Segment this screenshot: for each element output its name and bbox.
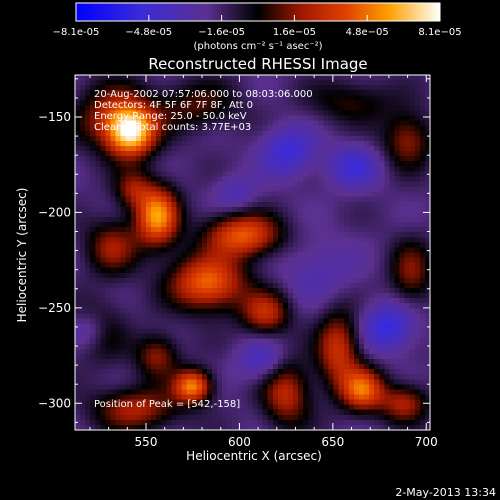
colorbar-tick-label-2: −1.6e-05 (198, 27, 245, 38)
chart-title: Reconstructed RHESSI Image (148, 55, 367, 73)
colorbar-tick-labels: −8.1e-05 −4.8e-05 −1.6e-05 1.6e−05 4.8e−05 8.… (53, 27, 462, 38)
colorbar-frame (75, 2, 441, 22)
x-tick-label-550: 550 (135, 435, 158, 449)
x-tick-label-700: 700 (415, 435, 438, 449)
annotation-detectors: Detectors: 4F 5F 6F 7F 8F, Att 0 (94, 100, 253, 111)
x-tick-label-650: 650 (321, 435, 344, 449)
image-area: 550 600 650 700 −150 −200 −250 −300 (38, 74, 438, 449)
peak-position-label: Position of Peak = [542,-158] (94, 399, 240, 410)
x-axis-label: Heliocentric X (arcsec) (186, 449, 322, 463)
y-axis-ticks (75, 78, 430, 423)
colorbar: −8.1e-05 −4.8e-05 −1.6e-05 1.6e−05 4.8e−05 8.… (53, 2, 462, 52)
colorbar-units: (photons cm⁻² s⁻¹ asec⁻²) (193, 41, 322, 52)
x-tick-label-600: 600 (228, 435, 251, 449)
y-tick-label--200: −200 (38, 205, 71, 219)
colorbar-tick-label-5: 8.1e−05 (418, 27, 461, 38)
y-tick-label--250: −250 (38, 301, 71, 315)
annotation-energy-range: Energy Range: 25.0 - 50.0 keV (94, 111, 247, 122)
info-annotations: 20-Aug-2002 07:57:06.000 to 08:03:06.000… (94, 89, 313, 133)
plot-frame (74, 74, 431, 431)
colorbar-tick-label-1: −4.8e-05 (125, 27, 172, 38)
y-axis-tick-labels: −150 −200 −250 −300 (38, 110, 71, 410)
y-axis-label: Heliocentric Y (arcsec) (15, 188, 29, 323)
colorbar-tick-label-4: 4.8e−05 (346, 27, 389, 38)
y-tick-label--300: −300 (38, 396, 71, 410)
annotation-clean-counts: Clean Total counts: 3.77E+03 (94, 122, 251, 133)
x-axis-ticks (89, 75, 427, 430)
colorbar-tick-label-0: −8.1e-05 (53, 27, 100, 38)
footer-timestamp: 2-May-2013 13:34 (395, 486, 496, 499)
annotation-time-range: 20-Aug-2002 07:57:06.000 to 08:03:06.000 (94, 89, 313, 100)
x-axis-tick-labels: 550 600 650 700 (135, 435, 438, 449)
colorbar-gradient (76, 3, 440, 21)
colorbar-ticks (75, 15, 441, 21)
y-tick-label--150: −150 (38, 110, 71, 124)
heatmap-canvas (75, 75, 430, 430)
colorbar-tick-label-3: 1.6e−05 (273, 27, 316, 38)
